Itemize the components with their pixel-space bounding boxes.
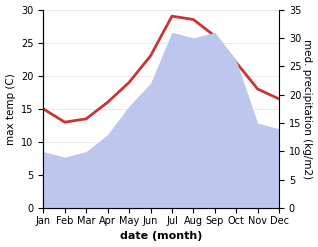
Y-axis label: med. precipitation (kg/m2): med. precipitation (kg/m2) — [302, 39, 313, 179]
Y-axis label: max temp (C): max temp (C) — [5, 73, 16, 145]
X-axis label: date (month): date (month) — [120, 231, 203, 242]
